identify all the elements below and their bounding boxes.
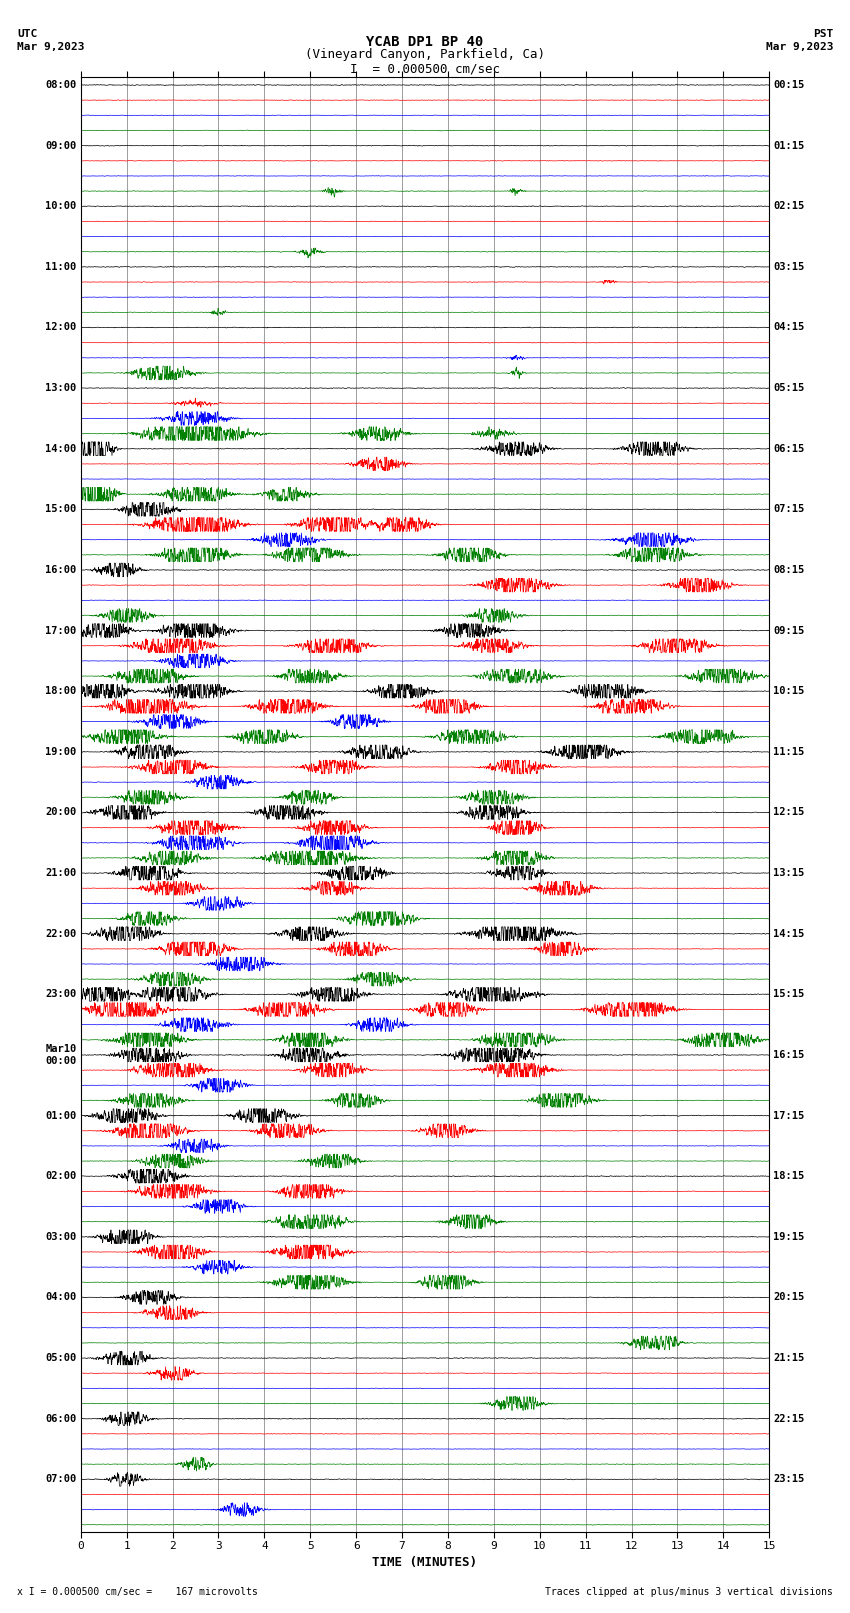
Text: 22:15: 22:15 bbox=[774, 1413, 805, 1424]
Text: PST: PST bbox=[813, 29, 833, 39]
Text: 06:00: 06:00 bbox=[45, 1413, 76, 1424]
Text: 14:15: 14:15 bbox=[774, 929, 805, 939]
Text: I  = 0.000500 cm/sec: I = 0.000500 cm/sec bbox=[350, 63, 500, 76]
Text: (Vineyard Canyon, Parkfield, Ca): (Vineyard Canyon, Parkfield, Ca) bbox=[305, 48, 545, 61]
Text: 08:15: 08:15 bbox=[774, 565, 805, 574]
Text: 18:00: 18:00 bbox=[45, 686, 76, 697]
Text: 07:00: 07:00 bbox=[45, 1474, 76, 1484]
Text: 12:00: 12:00 bbox=[45, 323, 76, 332]
Text: 23:15: 23:15 bbox=[774, 1474, 805, 1484]
Text: 20:00: 20:00 bbox=[45, 808, 76, 818]
Text: 03:15: 03:15 bbox=[774, 261, 805, 273]
Text: 11:15: 11:15 bbox=[774, 747, 805, 756]
Text: 06:15: 06:15 bbox=[774, 444, 805, 453]
Text: 21:00: 21:00 bbox=[45, 868, 76, 877]
Text: 14:00: 14:00 bbox=[45, 444, 76, 453]
Text: 20:15: 20:15 bbox=[774, 1292, 805, 1302]
Text: 10:15: 10:15 bbox=[774, 686, 805, 697]
Text: 05:15: 05:15 bbox=[774, 384, 805, 394]
Text: Mar 9,2023: Mar 9,2023 bbox=[17, 42, 84, 52]
Text: 01:15: 01:15 bbox=[774, 140, 805, 150]
Text: 05:00: 05:00 bbox=[45, 1353, 76, 1363]
Text: 18:15: 18:15 bbox=[774, 1171, 805, 1181]
X-axis label: TIME (MINUTES): TIME (MINUTES) bbox=[372, 1557, 478, 1569]
Text: Traces clipped at plus/minus 3 vertical divisions: Traces clipped at plus/minus 3 vertical … bbox=[545, 1587, 833, 1597]
Text: 16:15: 16:15 bbox=[774, 1050, 805, 1060]
Text: 04:15: 04:15 bbox=[774, 323, 805, 332]
Text: 04:00: 04:00 bbox=[45, 1292, 76, 1302]
Text: 13:00: 13:00 bbox=[45, 384, 76, 394]
Text: YCAB DP1 BP 40: YCAB DP1 BP 40 bbox=[366, 35, 484, 50]
Text: 17:15: 17:15 bbox=[774, 1111, 805, 1121]
Text: 19:00: 19:00 bbox=[45, 747, 76, 756]
Text: UTC: UTC bbox=[17, 29, 37, 39]
Text: 11:00: 11:00 bbox=[45, 261, 76, 273]
Text: 02:00: 02:00 bbox=[45, 1171, 76, 1181]
Text: Mar10
00:00: Mar10 00:00 bbox=[45, 1044, 76, 1066]
Text: 02:15: 02:15 bbox=[774, 202, 805, 211]
Text: 15:15: 15:15 bbox=[774, 989, 805, 1000]
Text: 21:15: 21:15 bbox=[774, 1353, 805, 1363]
Text: 17:00: 17:00 bbox=[45, 626, 76, 636]
Text: 09:00: 09:00 bbox=[45, 140, 76, 150]
Text: x I = 0.000500 cm/sec =    167 microvolts: x I = 0.000500 cm/sec = 167 microvolts bbox=[17, 1587, 258, 1597]
Text: 08:00: 08:00 bbox=[45, 81, 76, 90]
Text: 10:00: 10:00 bbox=[45, 202, 76, 211]
Text: 16:00: 16:00 bbox=[45, 565, 76, 574]
Text: 12:15: 12:15 bbox=[774, 808, 805, 818]
Text: Mar 9,2023: Mar 9,2023 bbox=[766, 42, 833, 52]
Text: 09:15: 09:15 bbox=[774, 626, 805, 636]
Text: 03:00: 03:00 bbox=[45, 1232, 76, 1242]
Text: 07:15: 07:15 bbox=[774, 505, 805, 515]
Text: 23:00: 23:00 bbox=[45, 989, 76, 1000]
Text: 00:15: 00:15 bbox=[774, 81, 805, 90]
Text: 13:15: 13:15 bbox=[774, 868, 805, 877]
Text: 19:15: 19:15 bbox=[774, 1232, 805, 1242]
Text: 15:00: 15:00 bbox=[45, 505, 76, 515]
Text: 01:00: 01:00 bbox=[45, 1111, 76, 1121]
Text: 22:00: 22:00 bbox=[45, 929, 76, 939]
